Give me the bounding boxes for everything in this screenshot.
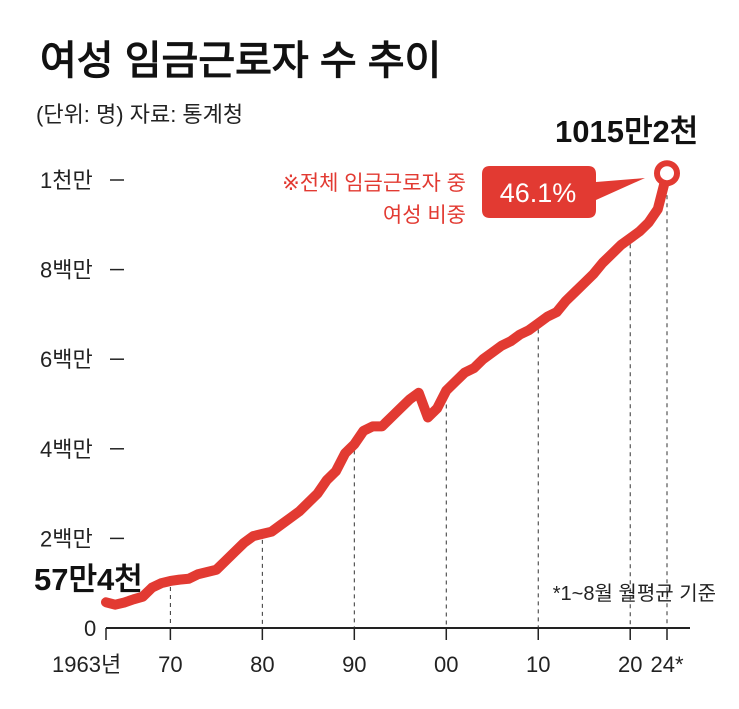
- x-tick-label: 20: [618, 652, 642, 677]
- y-tick-label: 1천만: [40, 168, 93, 193]
- y-tick-label: 0: [84, 616, 96, 641]
- grid-lines: [169, 179, 668, 628]
- chart-subtitle: (단위: 명) 자료: 통계청: [36, 102, 243, 127]
- y-tick-label: 4백만: [40, 437, 93, 462]
- x-axis: 1963년 70 80 90 00 10 20 24*: [52, 628, 684, 677]
- x-tick-label: 90: [342, 652, 366, 677]
- x-tick-label: 10: [526, 652, 550, 677]
- x-tick-label: 24*: [650, 652, 683, 677]
- y-tick-label: 2백만: [40, 526, 93, 551]
- x-tick-label: 70: [158, 652, 182, 677]
- y-tick-label: 8백만: [40, 258, 93, 283]
- start-value-label: 57만4천: [34, 562, 143, 597]
- callout-value: 46.1%: [500, 178, 577, 208]
- y-axis: 0 2백만 4백만 6백만 8백만 1천만: [40, 168, 124, 641]
- x-tick-label: 80: [250, 652, 274, 677]
- footnote: *1~8월 월평균 기준: [553, 582, 716, 605]
- end-value-label: 1015만2천: [555, 114, 698, 149]
- x-tick-label: 00: [434, 652, 458, 677]
- callout-badge: [482, 166, 645, 218]
- end-point-marker: [654, 160, 680, 187]
- callout: ※전체 임금근로자 중 여성 비중 46.1%: [282, 166, 645, 227]
- callout-line-1: ※전체 임금근로자 중: [282, 172, 466, 195]
- chart-title: 여성 임금근로자 수 추이: [40, 39, 441, 83]
- x-tick-label: 1963년: [52, 652, 121, 677]
- series-line: [101, 168, 672, 610]
- y-tick-label: 6백만: [40, 347, 93, 372]
- callout-line-2: 여성 비중: [383, 204, 466, 227]
